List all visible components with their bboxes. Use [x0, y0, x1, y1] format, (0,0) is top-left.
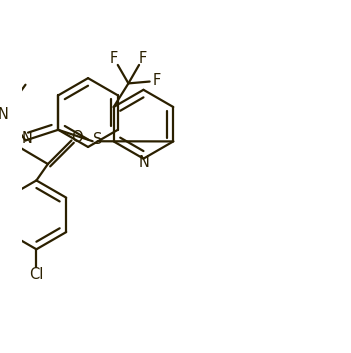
Text: N: N: [22, 131, 33, 146]
Text: F: F: [139, 51, 147, 66]
Text: N: N: [139, 155, 150, 170]
Text: F: F: [153, 73, 161, 88]
Text: F: F: [110, 51, 118, 66]
Text: Cl: Cl: [29, 267, 44, 282]
Text: O: O: [72, 130, 83, 145]
Text: S: S: [93, 132, 102, 147]
Text: N: N: [0, 107, 8, 122]
